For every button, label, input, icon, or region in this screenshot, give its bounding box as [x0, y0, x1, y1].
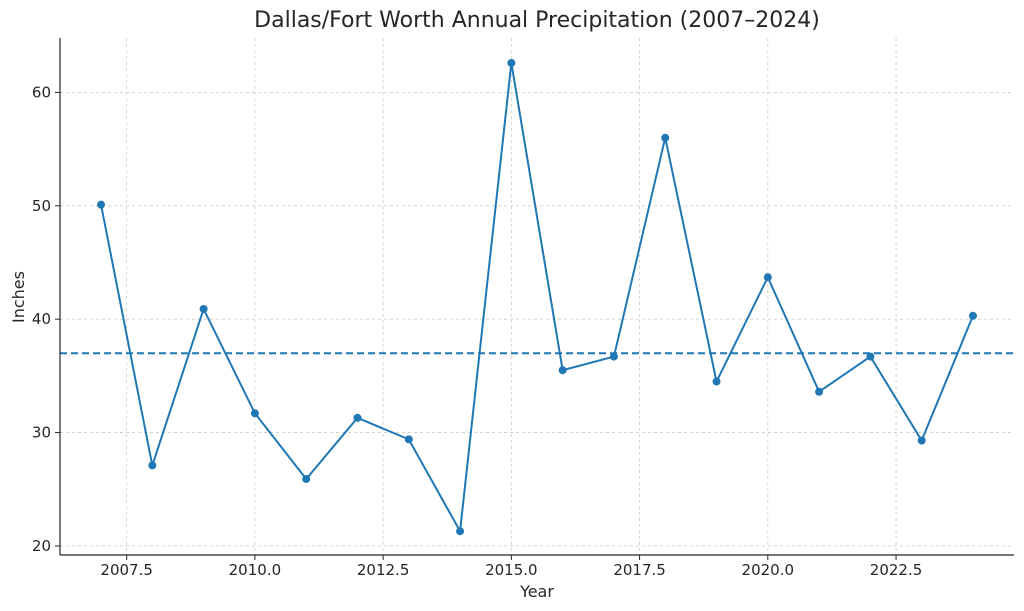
grid — [60, 38, 1014, 555]
x-tick-label: 2020.0 — [742, 561, 795, 579]
data-point — [199, 304, 208, 313]
data-point — [302, 475, 311, 484]
data-point — [148, 461, 157, 470]
chart-title: Dallas/Fort Worth Annual Precipitation (… — [254, 8, 820, 33]
data-point — [558, 366, 567, 375]
x-tick-label: 2007.5 — [100, 561, 153, 579]
data-point — [97, 200, 106, 209]
data-point — [968, 311, 977, 320]
y-tick-label: 50 — [32, 197, 51, 215]
data-point — [661, 133, 670, 142]
data-point — [866, 352, 875, 361]
y-tick-label: 60 — [32, 83, 51, 101]
data-point — [353, 413, 362, 422]
y-axis-label: Inches — [9, 271, 28, 323]
y-tick-label: 20 — [32, 537, 51, 555]
y-tick-label: 30 — [32, 424, 51, 442]
series-line — [100, 62, 974, 535]
series-layer — [97, 58, 977, 536]
data-point — [917, 436, 926, 445]
data-point — [763, 273, 772, 282]
x-tick-label: 2012.5 — [357, 561, 410, 579]
x-axis-label: Year — [519, 582, 554, 601]
data-point — [609, 352, 618, 361]
axes: 2007.5 2010.0 2012.5 2015.0 2017.5 2020.0 2022… — [32, 38, 1014, 579]
data-point — [815, 387, 824, 396]
x-tick-label: 2010.0 — [229, 561, 282, 579]
x-tick-label: 2022.5 — [870, 561, 923, 579]
data-point — [712, 377, 721, 386]
x-tick-label: 2017.5 — [613, 561, 666, 579]
data-point — [404, 435, 413, 444]
data-point — [250, 409, 259, 418]
y-tick-label: 40 — [32, 310, 51, 328]
data-point — [507, 58, 516, 67]
data-point — [456, 527, 465, 536]
x-tick-label: 2015.0 — [485, 561, 538, 579]
